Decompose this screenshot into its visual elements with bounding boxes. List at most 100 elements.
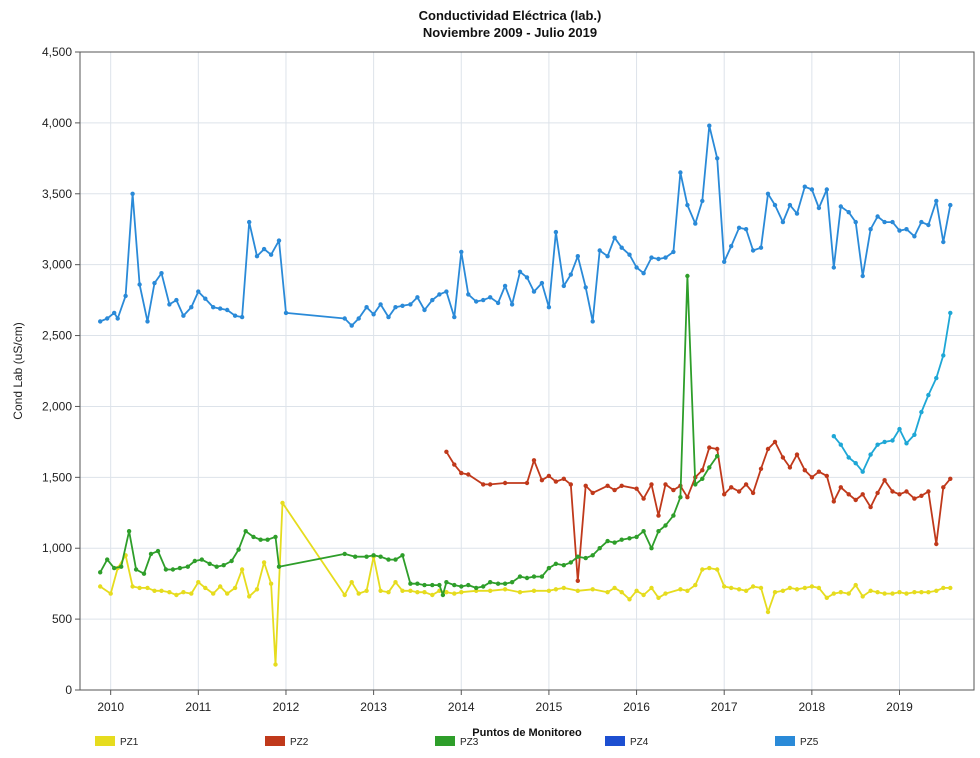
data-point	[539, 478, 545, 483]
data-point	[772, 590, 778, 595]
data-point	[214, 564, 219, 569]
x-tick-label: 2013	[360, 700, 387, 714]
data-point	[509, 302, 515, 307]
data-point	[941, 353, 946, 358]
data-point	[794, 211, 800, 216]
data-point	[934, 541, 939, 547]
data-point	[634, 534, 639, 540]
legend-item: PZ3	[435, 736, 479, 748]
legend-item: PZ5	[775, 736, 819, 748]
data-point	[152, 588, 157, 593]
data-point	[273, 662, 278, 667]
data-point	[459, 470, 464, 476]
data-point	[641, 592, 646, 598]
data-point	[890, 438, 895, 443]
data-point	[408, 302, 413, 307]
series-pz5	[98, 123, 953, 328]
data-point	[926, 489, 931, 494]
series-line	[99, 502, 951, 666]
data-point	[641, 529, 646, 534]
data-point	[546, 473, 552, 479]
data-point	[619, 483, 624, 488]
data-point	[853, 461, 858, 466]
data-point	[386, 557, 391, 562]
data-point	[575, 588, 580, 593]
data-point	[553, 587, 559, 592]
data-point	[251, 534, 256, 540]
data-point	[743, 482, 749, 487]
data-point	[283, 310, 289, 316]
data-point	[787, 465, 793, 470]
data-point	[342, 592, 347, 598]
data-point	[941, 239, 946, 245]
data-point	[890, 489, 895, 494]
chart-subtitle: Noviembre 2009 - Julio 2019	[423, 25, 597, 40]
legend-swatch	[775, 736, 795, 746]
data-point	[890, 219, 895, 225]
data-point	[729, 485, 734, 490]
data-point	[685, 273, 690, 279]
data-point	[605, 590, 610, 595]
data-point	[934, 198, 939, 204]
data-point	[553, 229, 559, 235]
data-point	[794, 452, 800, 457]
data-point	[152, 280, 157, 286]
data-point	[422, 590, 427, 595]
data-point	[546, 305, 552, 310]
data-point	[663, 591, 668, 596]
data-point	[904, 227, 909, 232]
data-point	[371, 553, 376, 558]
data-point	[627, 597, 632, 602]
data-point	[831, 591, 836, 596]
data-point	[181, 313, 186, 318]
data-point	[838, 204, 843, 209]
x-tick-label: 2019	[886, 700, 913, 714]
y-tick-label: 1,500	[42, 470, 72, 484]
data-point	[189, 591, 194, 596]
data-point	[196, 289, 201, 294]
data-point	[853, 219, 858, 225]
data-point	[575, 554, 580, 559]
data-point	[349, 323, 354, 328]
data-point	[199, 557, 204, 562]
data-point	[342, 316, 347, 321]
data-point	[517, 574, 523, 579]
data-point	[546, 588, 552, 593]
data-point	[265, 537, 270, 542]
data-point	[868, 504, 873, 510]
data-point	[707, 465, 712, 470]
data-point	[539, 280, 545, 286]
data-point	[408, 581, 413, 586]
data-point	[364, 554, 369, 559]
y-tick-label: 3,000	[42, 258, 72, 272]
data-point	[619, 245, 624, 250]
data-point	[254, 587, 260, 592]
data-point	[904, 591, 909, 596]
series-pz5-tramo-2018-2019-	[831, 310, 953, 474]
data-point	[758, 585, 764, 591]
data-point	[415, 581, 420, 586]
y-tick-label: 500	[52, 612, 72, 626]
data-point	[481, 482, 486, 487]
y-axis-ticks: 0 500 1,000 1,500 2,000 2,500 3,000 3,500 4,000 4…	[42, 45, 80, 697]
data-point	[707, 445, 712, 450]
data-point	[177, 565, 183, 571]
data-point	[386, 590, 391, 595]
data-point	[912, 432, 917, 437]
x-tick-label: 2018	[799, 700, 826, 714]
data-point	[531, 458, 537, 463]
data-point	[481, 584, 486, 589]
data-point	[174, 297, 179, 303]
data-point	[247, 219, 252, 225]
data-point	[211, 591, 216, 596]
data-point	[119, 564, 124, 569]
data-point	[678, 587, 683, 592]
data-point	[378, 588, 383, 593]
data-point	[722, 259, 727, 264]
data-point	[634, 265, 639, 270]
data-point	[112, 565, 117, 571]
data-point	[868, 452, 873, 457]
data-point	[408, 588, 413, 593]
data-point	[575, 254, 580, 259]
data-point	[919, 219, 924, 225]
